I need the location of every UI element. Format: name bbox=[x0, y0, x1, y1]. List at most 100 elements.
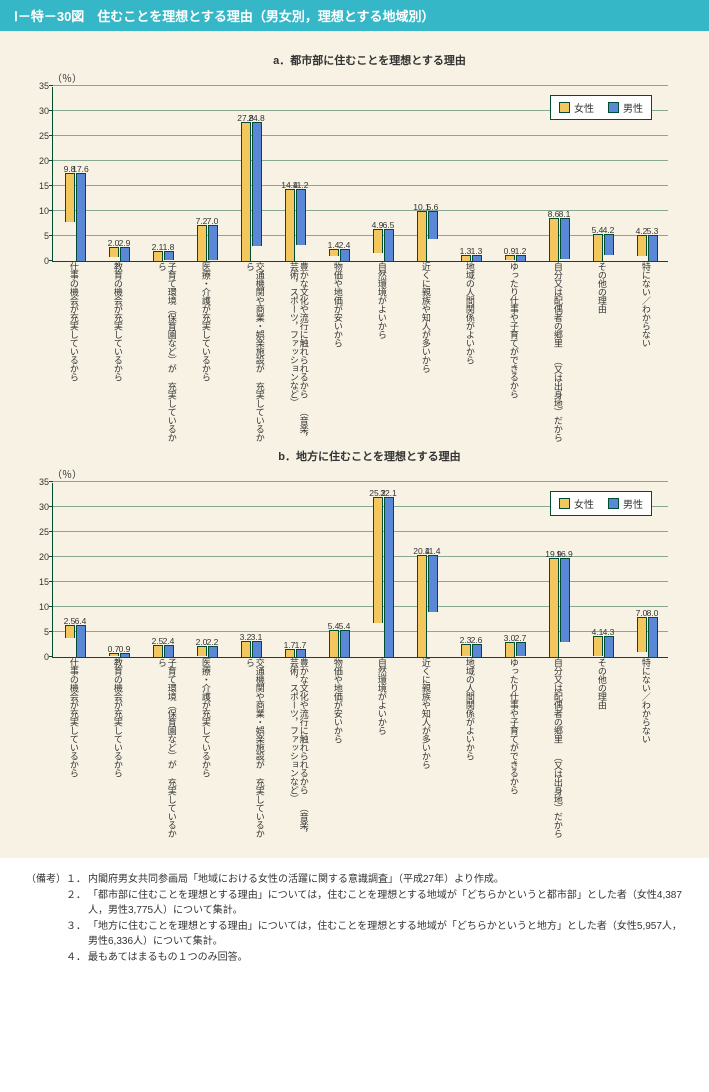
bar-value-male: 1.8 bbox=[163, 242, 175, 252]
bar-female: 1.7 bbox=[285, 649, 295, 658]
chart-subtitle: a．都市部に住むことを理想とする理由 bbox=[52, 52, 687, 68]
note-number: ３． bbox=[66, 919, 88, 950]
x-label: ゆったり仕事や子育てができるから bbox=[508, 658, 518, 794]
x-label: 子育て環境（保育園など）が 充実しているから bbox=[156, 262, 176, 442]
category-bars: 19.916.9 bbox=[549, 558, 570, 658]
bar-male: 16.9 bbox=[560, 558, 570, 643]
note-number: ２． bbox=[66, 888, 88, 919]
category-bars: 2.02.2 bbox=[197, 646, 218, 657]
y-tick-label: 25 bbox=[39, 131, 53, 141]
bar-male: 2.4 bbox=[340, 249, 350, 261]
y-tick-label: 35 bbox=[39, 477, 53, 487]
category-bars: 3.23.1 bbox=[241, 641, 262, 657]
y-unit-label: （％） bbox=[52, 466, 687, 481]
notes-tag: （備考） bbox=[26, 872, 66, 888]
gridline bbox=[53, 85, 668, 86]
bar-female: 14.4 bbox=[285, 189, 295, 261]
bar-female: 2.5 bbox=[65, 625, 75, 638]
bar-male: 2.9 bbox=[120, 247, 130, 262]
y-unit-label: （％） bbox=[52, 70, 687, 85]
x-label: 自然環境がよいから bbox=[376, 658, 386, 735]
figure-title: Ⅰ－特－30図 住むことを理想とする理由（男女別，理想とする地域別） bbox=[0, 0, 709, 31]
bar-value-male: 17.6 bbox=[72, 164, 89, 174]
category-bars: 1.42.4 bbox=[329, 249, 350, 261]
category-bars: 2.32.6 bbox=[461, 644, 482, 657]
bar-female: 2.0 bbox=[109, 247, 119, 257]
x-label: 医療・介護が充実しているから bbox=[200, 658, 210, 777]
bar-female: 4.1 bbox=[593, 636, 603, 657]
x-label: 自分又は配偶者の郷里 （又は出身地）だから bbox=[552, 658, 562, 838]
x-label: その他の理由 bbox=[596, 262, 606, 313]
bar-female: 3.2 bbox=[241, 641, 251, 657]
category-bars: 5.45.4 bbox=[329, 630, 350, 657]
category-bars: 4.14.3 bbox=[593, 636, 614, 658]
y-tick-label: 5 bbox=[44, 231, 53, 241]
category-bars: 14.411.2 bbox=[285, 189, 306, 261]
bar-male: 6.4 bbox=[76, 625, 86, 657]
category-bars: 5.44.2 bbox=[593, 234, 614, 261]
category-bars: 2.52.4 bbox=[153, 645, 174, 658]
x-label: 豊かな文化や流行に触れられるから （音楽，芸術，スポーツ，ファッションなど） bbox=[288, 658, 308, 838]
x-label: 子育て環境（保育園など）が 充実しているから bbox=[156, 658, 176, 838]
x-label: 特にない／わからない bbox=[640, 658, 650, 743]
y-tick-label: 10 bbox=[39, 602, 53, 612]
bar-value-male: 24.8 bbox=[248, 113, 265, 123]
bar-value-male: 8.1 bbox=[559, 209, 571, 219]
note-text: 内閣府男女共同参画局「地域における女性の活躍に関する意識調査」（平成27年）より… bbox=[88, 872, 683, 888]
bar-male: 24.8 bbox=[252, 122, 262, 246]
bar-male: 11.4 bbox=[428, 555, 438, 612]
plot-area: 05101520253035女性男性2.56.40.70.92.52.42.02… bbox=[52, 483, 668, 658]
bar-value-male: 3.1 bbox=[251, 632, 263, 642]
note-number: １． bbox=[66, 872, 88, 888]
x-label: 物価や地価が安いから bbox=[332, 262, 342, 347]
x-label: 特にない／わからない bbox=[640, 262, 650, 347]
y-tick-label: 25 bbox=[39, 527, 53, 537]
bar-female: 27.8 bbox=[241, 122, 251, 261]
x-labels: 仕事の機会が充実しているから 教育の機会が充実しているから 子育て環境（保育園など）… bbox=[52, 658, 668, 838]
category-bars: 4.96.5 bbox=[373, 229, 394, 262]
bar-male: 0.9 bbox=[120, 653, 130, 658]
bar-value-male: 2.2 bbox=[207, 637, 219, 647]
bar-male: 5.6 bbox=[428, 211, 438, 239]
bar-male: 11.2 bbox=[296, 189, 306, 245]
note-number: ４． bbox=[66, 950, 88, 966]
bar-female: 4.2 bbox=[637, 235, 647, 256]
category-bars: 9.817.6 bbox=[65, 173, 86, 261]
bar-value-male: 5.4 bbox=[339, 621, 351, 631]
y-tick-label: 5 bbox=[44, 627, 53, 637]
bar-female: 9.8 bbox=[65, 173, 75, 222]
bar-male: 8.1 bbox=[560, 218, 570, 259]
bar-female: 4.9 bbox=[373, 229, 383, 254]
bar-male: 2.6 bbox=[472, 644, 482, 657]
bar-male: 4.2 bbox=[604, 234, 614, 255]
chart-a: a．都市部に住むことを理想とする理由（％）05101520253035女性男性9… bbox=[22, 52, 687, 442]
chart-subtitle: b．地方に住むことを理想とする理由 bbox=[52, 448, 687, 464]
x-label: 地域の人間関係がよいから bbox=[464, 658, 474, 760]
x-label: 医療・介護が充実しているから bbox=[200, 262, 210, 381]
y-tick-label: 20 bbox=[39, 156, 53, 166]
x-label: 交通機関や商業・娯楽施設が 充実しているから bbox=[244, 658, 264, 838]
bar-female: 2.0 bbox=[197, 646, 207, 656]
x-label: 仕事の機会が充実しているから bbox=[68, 262, 78, 381]
bar-male: 8.0 bbox=[648, 617, 658, 657]
y-tick-label: 35 bbox=[39, 81, 53, 91]
bar-female: 0.9 bbox=[505, 255, 515, 260]
x-label: 教育の機会が充実しているから bbox=[112, 658, 122, 777]
category-bars: 20.411.4 bbox=[417, 555, 438, 657]
category-bars: 1.31.3 bbox=[461, 255, 482, 262]
bar-male: 7.0 bbox=[208, 225, 218, 260]
bar-female: 7.2 bbox=[197, 225, 207, 261]
bar-value-male: 5.3 bbox=[647, 226, 659, 236]
note-text: 「都市部に住むことを理想とする理由」については，住むことを理想とする地域が「どち… bbox=[88, 888, 683, 919]
bar-value-male: 11.4 bbox=[425, 546, 441, 556]
bar-male: 6.5 bbox=[384, 229, 394, 262]
category-bars: 8.68.1 bbox=[549, 218, 570, 261]
x-label: 仕事の機会が充実しているから bbox=[68, 658, 78, 777]
note-text: 「地方に住むことを理想とする理由」については，住むことを理想とする地域が「どちら… bbox=[88, 919, 683, 950]
bar-value-male: 1.7 bbox=[295, 640, 307, 650]
category-bars: 10.15.6 bbox=[417, 211, 438, 262]
category-bars: 0.70.9 bbox=[109, 653, 130, 658]
bar-female: 0.7 bbox=[109, 653, 119, 657]
bar-female: 20.4 bbox=[417, 555, 427, 657]
bar-value-male: 1.3 bbox=[471, 246, 483, 256]
